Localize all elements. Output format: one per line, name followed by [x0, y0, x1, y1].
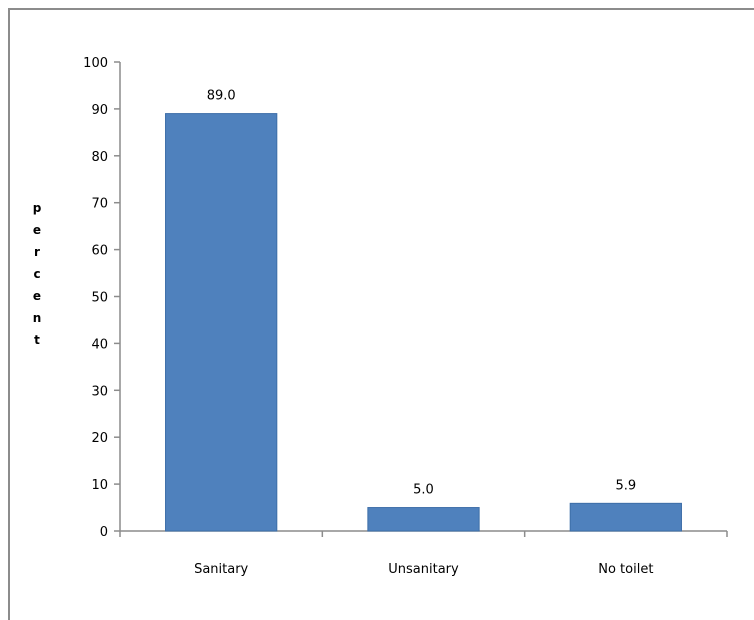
y-axis-label-char: r	[34, 245, 40, 259]
y-tick-label: 40	[91, 337, 108, 352]
y-tick-label: 30	[91, 384, 108, 399]
y-axis-label-char: p	[33, 201, 42, 215]
y-tick-label: 50	[91, 291, 108, 306]
data-label: 5.9	[615, 478, 636, 493]
y-tick-label: 0	[100, 525, 108, 540]
x-category-label: Unsanitary	[388, 562, 459, 577]
y-tick-label: 70	[91, 197, 108, 212]
y-axis-label-char: n	[33, 311, 42, 325]
y-axis-label-char: e	[33, 289, 41, 303]
y-tick-label: 80	[91, 150, 108, 165]
y-tick-label: 90	[91, 103, 108, 118]
bar-no-toilet	[569, 502, 682, 532]
bar-sanitary	[165, 113, 278, 532]
y-axis-label-char: t	[34, 333, 40, 347]
y-tick-label: 10	[91, 478, 108, 493]
x-category-label: No toilet	[598, 562, 653, 577]
data-label: 89.0	[207, 89, 236, 104]
x-category-label: Sanitary	[194, 562, 248, 577]
y-axis-label-char: e	[33, 223, 41, 237]
data-label: 5.0	[413, 483, 434, 498]
y-tick-label: 100	[83, 56, 108, 71]
y-tick-label: 20	[91, 431, 108, 446]
y-tick-label: 60	[91, 244, 108, 259]
bar-unsanitary	[367, 507, 480, 532]
y-axis-label-char: c	[33, 267, 40, 281]
bars: 89.0 5.0 5.9	[165, 89, 682, 532]
